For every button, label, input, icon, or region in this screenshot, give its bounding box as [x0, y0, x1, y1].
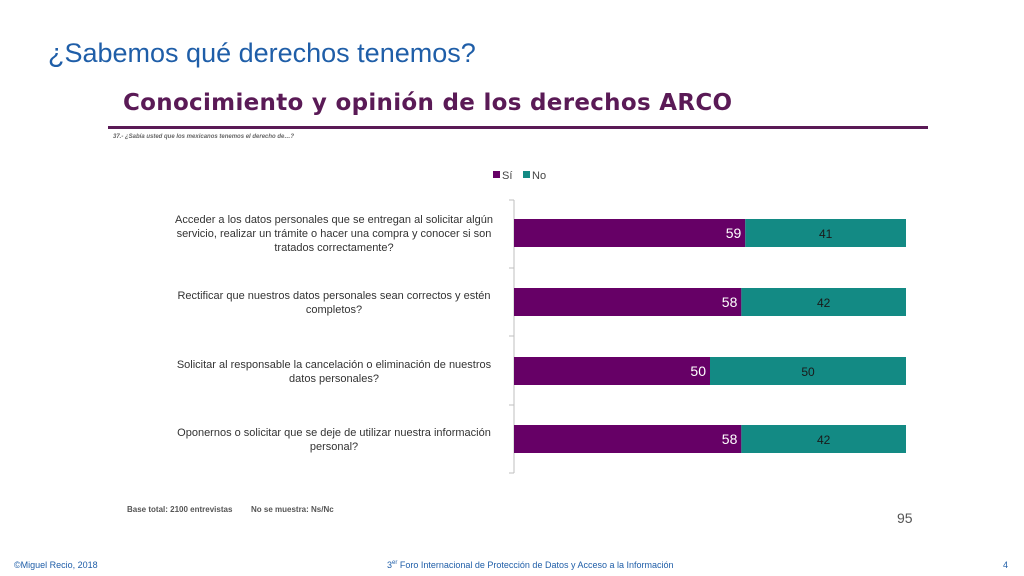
bar-no: [710, 357, 906, 385]
bar-no: [741, 425, 906, 453]
legend-label: No: [532, 170, 546, 182]
bar-no: [741, 288, 906, 316]
bar-si: [514, 425, 742, 453]
bar-si: [514, 288, 742, 316]
event-name: 3er Foro Internacional de Protección de …: [387, 560, 674, 570]
category-label: Oponernos o solicitar que se deje de uti…: [177, 427, 491, 453]
data-label-si: 50: [690, 363, 706, 379]
data-label-si: 59: [726, 225, 742, 241]
category-label-line: datos personales?: [289, 373, 379, 385]
base-note: Base total: 2100 entrevistas: [127, 505, 233, 514]
event-rest: Foro Internacional de Protección de Dato…: [397, 560, 674, 570]
category-label: Rectificar que nuestros datos personales…: [177, 290, 490, 316]
chart-title: Conocimiento y opinión de los derechos A…: [123, 90, 733, 116]
bar-si: [514, 357, 710, 385]
category-label-line: Rectificar que nuestros datos personales…: [177, 290, 490, 302]
category-label: Solicitar al responsable la cancelación …: [177, 359, 492, 385]
category-label-line: tratados correctamente?: [274, 242, 393, 254]
data-label-no: 41: [819, 227, 833, 241]
category-label-line: personal?: [310, 441, 358, 453]
bar-si: [514, 219, 746, 247]
category-label-line: Solicitar al responsable la cancelación …: [177, 359, 492, 371]
data-label-no: 42: [817, 433, 831, 447]
category-label-line: servicio, realizar un trámite o hacer un…: [177, 228, 492, 240]
data-label-no: 50: [801, 365, 815, 379]
data-label-no: 42: [817, 296, 831, 310]
data-label-si: 58: [722, 294, 738, 310]
category-label: Acceder a los datos personales que se en…: [175, 214, 493, 254]
legend-swatch-si: [493, 171, 500, 178]
bar-no: [745, 219, 906, 247]
title-divider: [108, 126, 928, 129]
no-answer-note: No se muestra: Ns/Nc: [251, 505, 334, 514]
legend-label: Sí: [502, 170, 512, 182]
inner-page-number: 95: [897, 510, 913, 526]
category-label-line: Oponernos o solicitar que se deje de uti…: [177, 427, 491, 439]
category-label-line: Acceder a los datos personales que se en…: [175, 214, 493, 226]
data-label-si: 58: [722, 431, 738, 447]
slide-title: ¿Sabemos qué derechos tenemos?: [48, 38, 476, 68]
page-number: 4: [1003, 560, 1009, 570]
legend-swatch-no: [523, 171, 530, 178]
category-label-line: completos?: [306, 304, 362, 316]
copyright: ©Miguel Recio, 2018: [14, 560, 98, 570]
event-prefix: 3: [387, 560, 393, 570]
event-superscript: er: [392, 560, 398, 566]
survey-question: 37.- ¿Sabía usted que los mexicanos tene…: [113, 134, 295, 140]
